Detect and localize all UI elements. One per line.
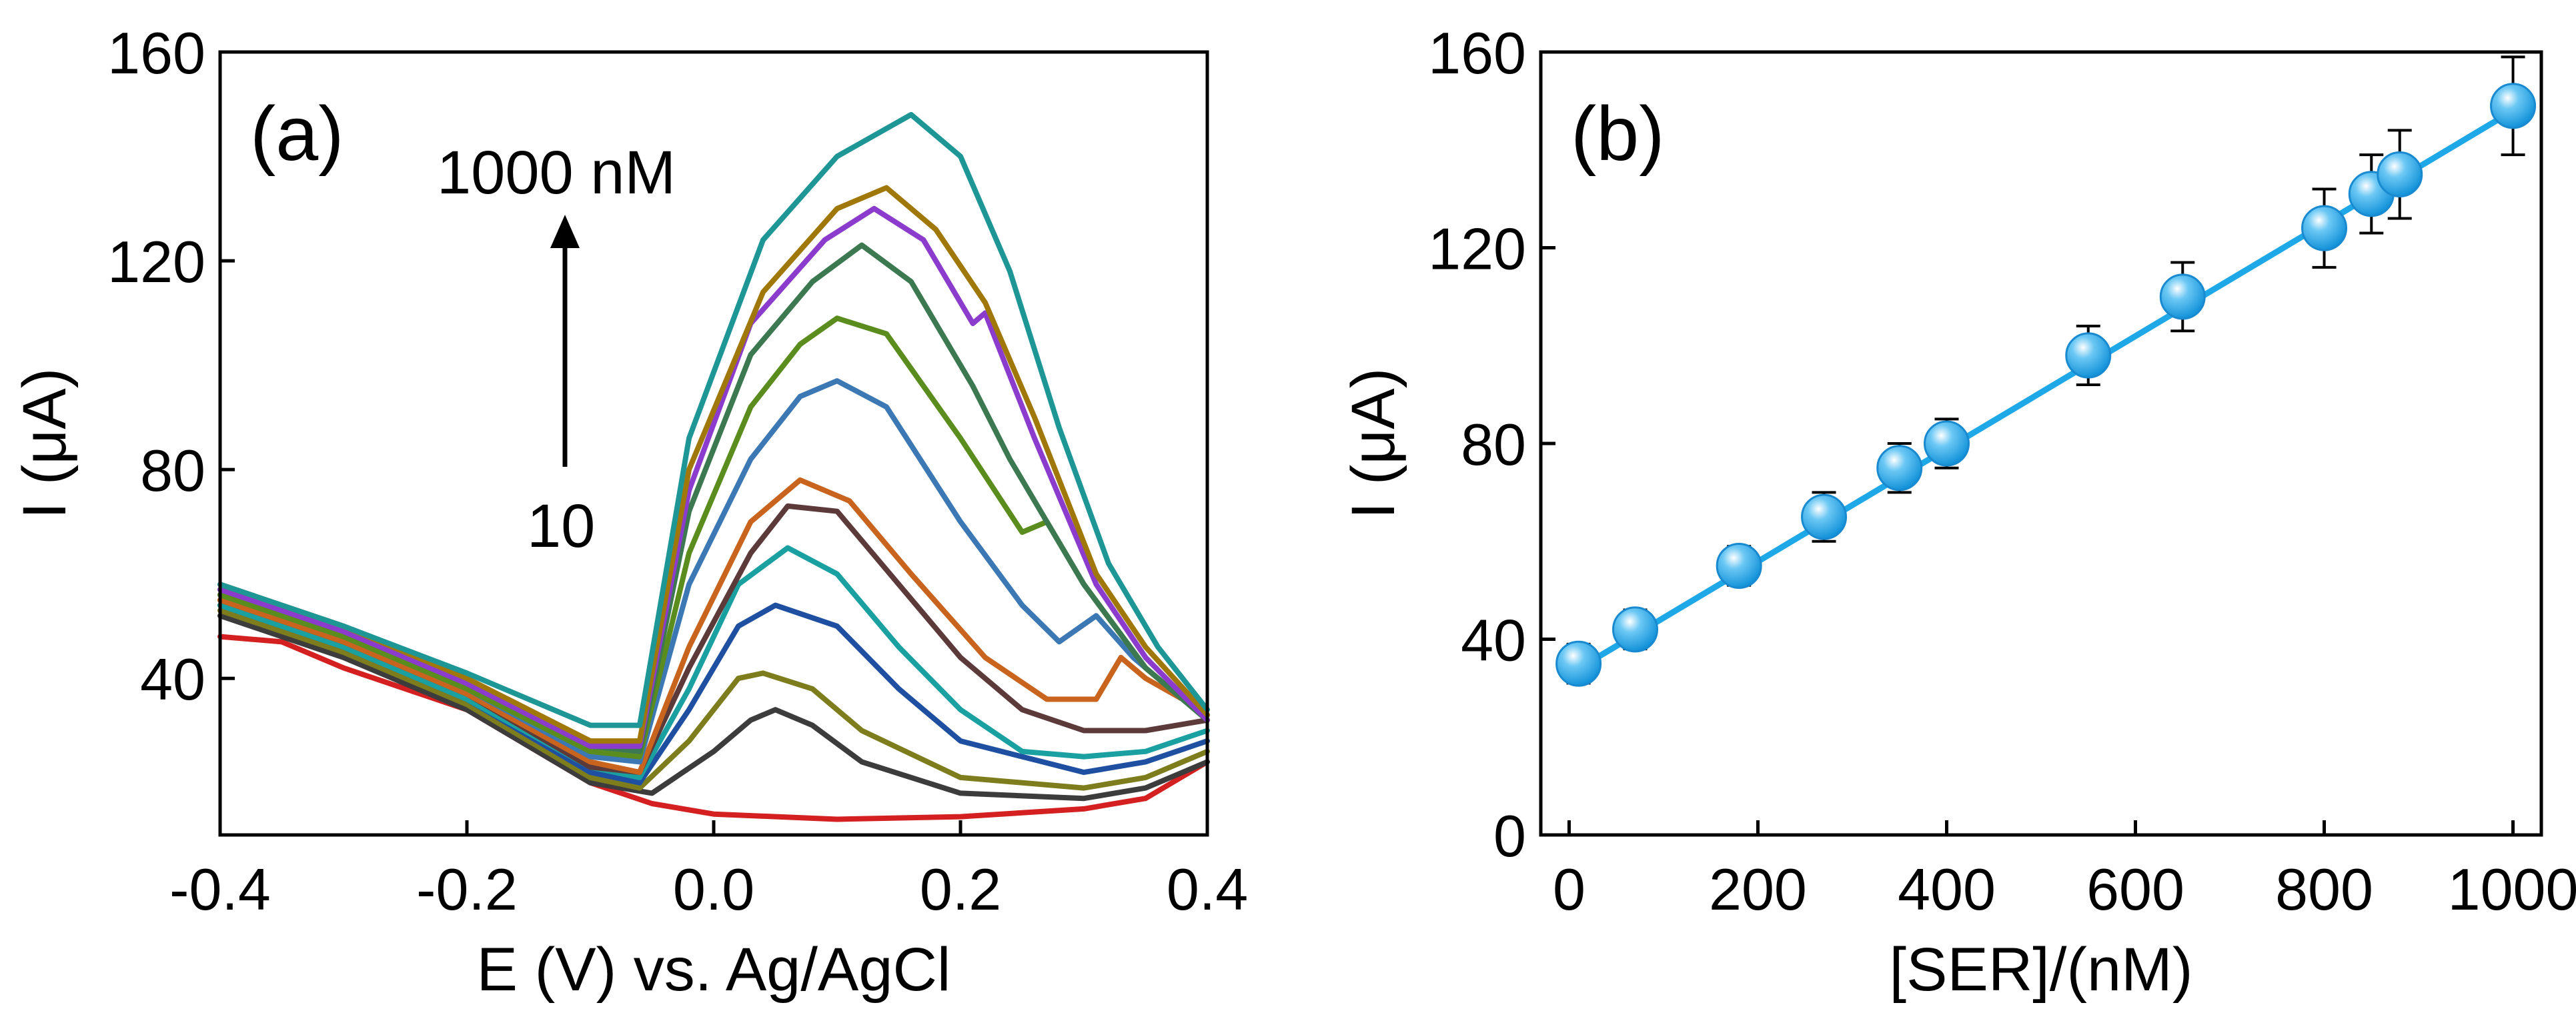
series-line-1: [217, 613, 1210, 802]
x-tick-label: 800: [2275, 856, 2373, 922]
y-tick-label: 120: [107, 229, 205, 295]
series-line-0: [217, 634, 1210, 822]
arrow-label-bottom: 10: [527, 492, 595, 560]
series-line-11: [217, 185, 1210, 744]
panel-a-plot-area: [217, 111, 1210, 822]
panel-a-y-axis-title: I (μA): [11, 368, 79, 520]
data-point: [2377, 151, 2423, 197]
data-point: [1876, 445, 1923, 491]
concentration-arrow-head: [550, 215, 580, 248]
y-tick-label: 40: [1461, 608, 1526, 674]
x-tick-label: -0.2: [416, 856, 518, 922]
panel-b: 0 200 400 600 800 1000 0 40 80 120 160 (b) [SER]/(…: [1339, 20, 2576, 1004]
panel-b-y-axis-title: I (μA): [1339, 368, 1407, 520]
panel-a-ticks: -0.4 -0.2 0.0 0.2 0.4 40 80 120 160: [107, 20, 1248, 922]
panel-a-label: (a): [250, 91, 344, 177]
data-point: [1801, 493, 1848, 540]
data-point: [2301, 205, 2348, 251]
y-tick-label: 160: [1428, 20, 1526, 86]
series-line-12: [217, 111, 1210, 728]
x-tick-label: 0.2: [920, 856, 1001, 922]
data-point: [1923, 420, 1970, 467]
x-tick-label: 0: [1553, 856, 1585, 922]
data-point: [2159, 273, 2206, 320]
data-point: [2490, 83, 2537, 129]
arrow-label-top: 1000 nM: [437, 139, 676, 207]
series-line-6: [217, 477, 1210, 776]
x-tick-label: 200: [1709, 856, 1807, 922]
x-tick-label: -0.4: [169, 856, 271, 922]
series-line-7: [217, 378, 1210, 765]
data-point: [1555, 640, 1602, 687]
data-point: [1716, 542, 1762, 589]
series-line-2: [217, 608, 1210, 791]
y-tick-label: 120: [1428, 216, 1526, 282]
x-tick-label: 600: [2086, 856, 2184, 922]
y-tick-label: 40: [140, 646, 205, 712]
x-tick-label: 400: [1898, 856, 1996, 922]
y-tick-label: 80: [1461, 411, 1526, 477]
panel-b-x-axis-title: [SER]/(nM): [1890, 936, 2193, 1004]
panel-a-x-axis-title: E (V) vs. Ag/AgCl: [477, 936, 951, 1004]
x-tick-label: 1000: [2448, 856, 2576, 922]
series-line-4: [217, 545, 1210, 780]
panel-b-ticks: 0 200 400 600 800 1000 0 40 80 120 160: [1428, 20, 2576, 922]
x-tick-label: 0.0: [673, 856, 754, 922]
data-point: [2065, 332, 2112, 379]
panel-b-label: (b): [1571, 91, 1665, 177]
y-tick-label: 80: [140, 437, 205, 503]
series-line-10: [217, 205, 1210, 749]
y-tick-label: 0: [1493, 803, 1526, 869]
y-tick-label: 160: [107, 20, 205, 86]
data-point: [1612, 606, 1659, 653]
panel-b-plot-area: [1555, 55, 2537, 687]
x-tick-label: 0.4: [1167, 856, 1248, 922]
